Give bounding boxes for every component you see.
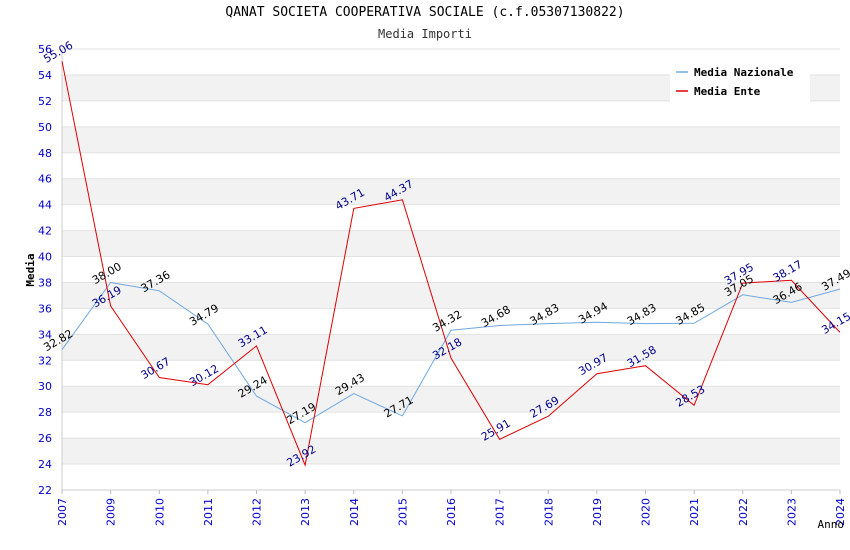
series-line-media-nazionale bbox=[61, 281, 841, 424]
y-tick-label: 38 bbox=[38, 276, 52, 289]
grid-band bbox=[62, 178, 840, 205]
grid-band bbox=[62, 334, 840, 361]
legend-entry: Media Nazionale bbox=[694, 66, 794, 79]
x-tick-label: 2014 bbox=[348, 498, 361, 526]
grid-band bbox=[62, 386, 840, 413]
y-tick-label: 28 bbox=[38, 406, 52, 419]
y-tick-label: 36 bbox=[38, 302, 52, 315]
y-tick-label: 54 bbox=[38, 69, 52, 82]
y-tick-label: 42 bbox=[38, 225, 52, 238]
data-label-media-nazionale: 34.32 bbox=[430, 308, 464, 335]
x-axis-label: Anno bbox=[818, 518, 845, 531]
grid-band bbox=[62, 438, 840, 465]
grid-band bbox=[62, 230, 840, 257]
chart-subtitle: Media Importi bbox=[378, 27, 472, 41]
y-tick-label: 22 bbox=[38, 484, 52, 497]
grid-band bbox=[62, 282, 840, 309]
y-tick-label: 50 bbox=[38, 121, 52, 134]
x-tick-label: 2010 bbox=[153, 498, 166, 526]
y-tick-label: 46 bbox=[38, 173, 52, 186]
x-tick-label: 2015 bbox=[396, 498, 409, 526]
x-tick-label: 2021 bbox=[688, 498, 701, 526]
data-label-media-ente: 30.12 bbox=[187, 362, 221, 389]
legend: Media Nazionale Media Ente bbox=[670, 60, 810, 102]
x-tick-label: 2020 bbox=[640, 498, 653, 526]
x-tick-label: 2013 bbox=[299, 498, 312, 526]
x-tick-label: 2018 bbox=[542, 498, 555, 526]
y-tick-label: 24 bbox=[38, 458, 52, 471]
series-line-media-ente bbox=[61, 61, 841, 467]
x-tick-label: 2024 bbox=[834, 498, 847, 526]
y-axis-label: Media bbox=[24, 253, 37, 286]
x-tick-label: 2023 bbox=[785, 498, 798, 526]
y-tick-label: 44 bbox=[38, 199, 52, 212]
x-tick-label: 2019 bbox=[591, 498, 604, 526]
x-axis-ticks: 2007 2009 2010 2011 2012 2013 2014 2015 2016 2017… bbox=[56, 498, 847, 526]
y-axis-ticks: 22 24 26 28 30 32 34 36 38 40 42 44 46 48 50 52 54 56 bbox=[38, 43, 52, 497]
x-tick-label: 2011 bbox=[202, 498, 215, 526]
y-tick-label: 26 bbox=[38, 432, 52, 445]
legend-box bbox=[670, 60, 810, 102]
x-tick-label: 2017 bbox=[494, 498, 507, 526]
grid-band bbox=[62, 126, 840, 153]
x-tick-label: 2016 bbox=[445, 498, 458, 526]
x-tick-label: 2012 bbox=[251, 498, 264, 526]
data-label-media-ente: 34.15 bbox=[819, 310, 850, 337]
x-tick-label: 2007 bbox=[56, 498, 69, 526]
chart-title: QANAT SOCIETA COOPERATIVA SOCIALE (c.f.0… bbox=[225, 5, 625, 20]
x-tick-label: 2022 bbox=[737, 498, 750, 526]
y-tick-label: 34 bbox=[38, 328, 52, 341]
legend-entry: Media Ente bbox=[694, 85, 761, 98]
axes bbox=[61, 49, 840, 491]
grid-lines bbox=[61, 48, 841, 494]
y-tick-label: 40 bbox=[38, 251, 52, 264]
x-tick-label: 2009 bbox=[105, 498, 118, 526]
grid-bands bbox=[62, 74, 840, 465]
y-tick-label: 56 bbox=[38, 43, 52, 56]
series-lines bbox=[61, 61, 841, 467]
y-tick-label: 52 bbox=[38, 95, 52, 108]
y-tick-label: 48 bbox=[38, 147, 52, 160]
y-tick-label: 30 bbox=[38, 380, 52, 393]
y-tick-label: 32 bbox=[38, 354, 52, 367]
